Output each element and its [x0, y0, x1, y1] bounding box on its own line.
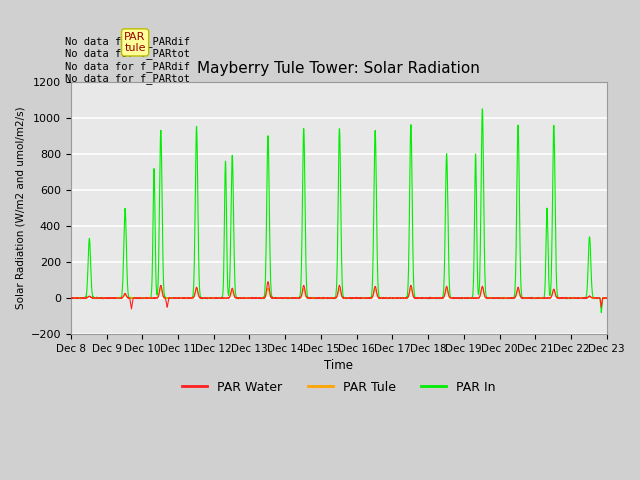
Text: No data for f_PARdif
No data for f_PARtot
No data for f_PARdif
No data for f_PAR: No data for f_PARdif No data for f_PARto…: [65, 36, 191, 84]
Y-axis label: Solar Radiation (W/m2 and umol/m2/s): Solar Radiation (W/m2 and umol/m2/s): [15, 107, 25, 309]
Legend: PAR Water, PAR Tule, PAR In: PAR Water, PAR Tule, PAR In: [177, 376, 500, 399]
Text: PAR
tule: PAR tule: [124, 32, 146, 53]
Title: Mayberry Tule Tower: Solar Radiation: Mayberry Tule Tower: Solar Radiation: [197, 61, 480, 76]
X-axis label: Time: Time: [324, 360, 353, 372]
